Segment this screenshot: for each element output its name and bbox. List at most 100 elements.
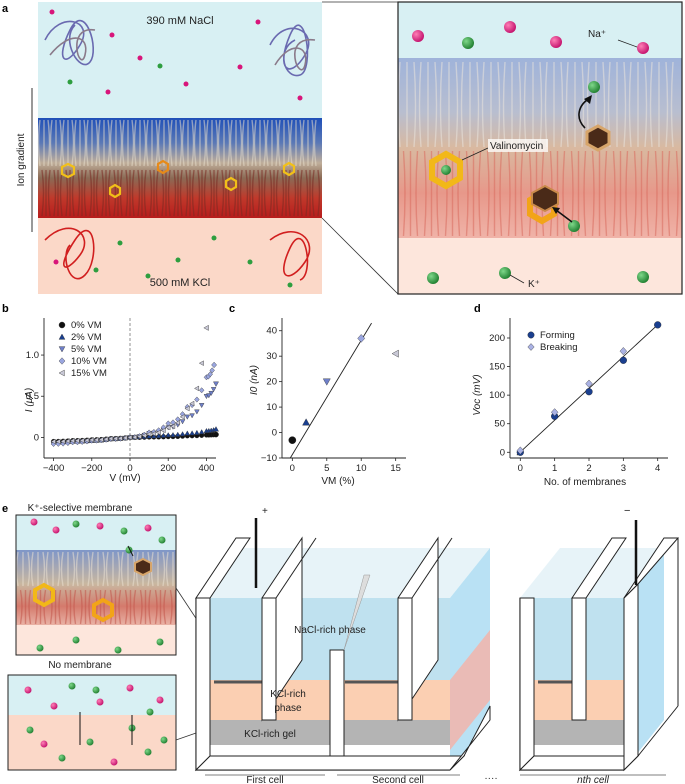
legend-marker	[58, 369, 65, 377]
lipid-tail	[311, 119, 315, 167]
data-point	[184, 430, 191, 436]
panel-a: a 390 mM NaCl 500 mM KCl	[2, 1, 683, 295]
lipid-tail	[623, 61, 627, 148]
lipid-tail	[191, 169, 195, 217]
lipid-tail	[131, 169, 135, 217]
lipid-tail	[313, 119, 317, 167]
lipid-tail	[311, 169, 315, 217]
legend-marker	[58, 357, 66, 365]
data-point	[213, 431, 219, 438]
data-point	[93, 437, 99, 443]
data-point	[151, 430, 157, 437]
lipid-tail	[518, 61, 522, 148]
na-leader	[617, 39, 638, 48]
panel-c: c 0 5 10 15 −10 0 10 20 30 40 I0 (nA) VM (%)	[229, 303, 406, 487]
kcl-gel-label: KCl-rich gel	[244, 729, 296, 740]
lipid-tail	[465, 150, 469, 237]
lipid-tail	[402, 150, 406, 237]
lipid-tail	[544, 61, 548, 148]
lipid-tail	[269, 169, 273, 217]
data-point	[198, 403, 205, 409]
lipid-tail	[117, 551, 121, 587]
x-tick-label: 0	[127, 463, 132, 474]
x-tick-label: 5	[324, 463, 329, 474]
data-point	[211, 361, 217, 369]
lipid-tail	[49, 589, 53, 625]
data-point	[131, 434, 137, 440]
x-tick-label: 0	[290, 463, 295, 474]
lipid-tail	[120, 551, 124, 587]
lipid-tail	[665, 61, 669, 148]
data-point	[160, 432, 167, 438]
lipid-tail	[113, 169, 117, 217]
lipid-tail	[305, 169, 309, 217]
data-point	[213, 381, 219, 387]
lipid-tail	[481, 61, 485, 148]
data-point	[112, 435, 118, 442]
kcl-phase-label-1: KCl-rich	[270, 689, 306, 700]
water-region-top	[38, 2, 322, 118]
lipid-tail	[143, 169, 147, 217]
data-point	[391, 349, 399, 358]
data-point	[179, 431, 186, 437]
kcl-phase-label-2: phase	[274, 703, 302, 714]
data-point	[60, 438, 66, 445]
no-membrane-ions	[24, 682, 168, 766]
inset-valinomycin-1	[33, 582, 55, 608]
lipid-tail	[102, 551, 106, 587]
lipid-tail	[229, 119, 233, 167]
lipid-tail	[507, 150, 511, 237]
data-point	[170, 423, 176, 430]
data-point	[127, 434, 133, 441]
lipid-tail	[88, 589, 92, 625]
polymer-coils-top	[44, 20, 316, 77]
data-point	[170, 432, 176, 437]
lipid-tail	[125, 169, 129, 217]
lipid-tail	[439, 61, 443, 148]
lipid-tail	[101, 169, 105, 217]
dots-label: ····	[484, 773, 497, 784]
lipid-tail	[155, 169, 159, 217]
data-point	[50, 438, 56, 445]
lipid-tail	[263, 119, 267, 167]
legend-marker	[58, 333, 66, 340]
lipid-tail	[215, 169, 219, 217]
lipid-tail	[299, 119, 303, 167]
cell-stack	[194, 518, 491, 772]
valinomycin-label: Valinomycin	[490, 141, 543, 152]
lipid-tail	[486, 150, 490, 237]
data-point	[302, 418, 311, 426]
x-tick-label: 200	[160, 463, 176, 474]
data-point	[203, 324, 209, 331]
arrow-head-1	[584, 95, 592, 104]
lipid-tail	[245, 169, 249, 217]
x-tick-label: 3	[621, 463, 626, 474]
lipid-tail	[257, 169, 261, 217]
lipid-tail	[227, 119, 231, 167]
lipid-tail	[523, 61, 527, 148]
lipid-tail	[121, 119, 125, 167]
panel-label-e: e	[2, 503, 8, 515]
data-point	[88, 437, 94, 443]
data-point	[65, 438, 71, 444]
inset-valinomycin-3	[134, 557, 152, 577]
lipid-tail	[197, 169, 201, 217]
lipid-tail	[179, 169, 183, 217]
y-tick-label: 50	[494, 419, 505, 430]
lipid-tail	[591, 150, 595, 237]
panel-label-d: d	[474, 303, 481, 315]
lipid-tail	[27, 551, 31, 587]
data-point	[322, 378, 331, 386]
legend-label: 10% VM	[71, 356, 107, 367]
lipid-tail	[649, 61, 653, 148]
zoom-lipid-tails	[397, 61, 679, 237]
lipid-tail	[644, 61, 648, 148]
lipid-tail	[667, 150, 671, 237]
data-point	[208, 391, 214, 396]
no-membrane-title: No membrane	[48, 660, 112, 671]
y-tick-label: 10	[266, 402, 277, 413]
arrow-head-2	[552, 207, 560, 214]
y-tick-label: −10	[261, 453, 277, 464]
lipid-tail	[45, 551, 49, 587]
x-tick-label: 2	[586, 463, 591, 474]
